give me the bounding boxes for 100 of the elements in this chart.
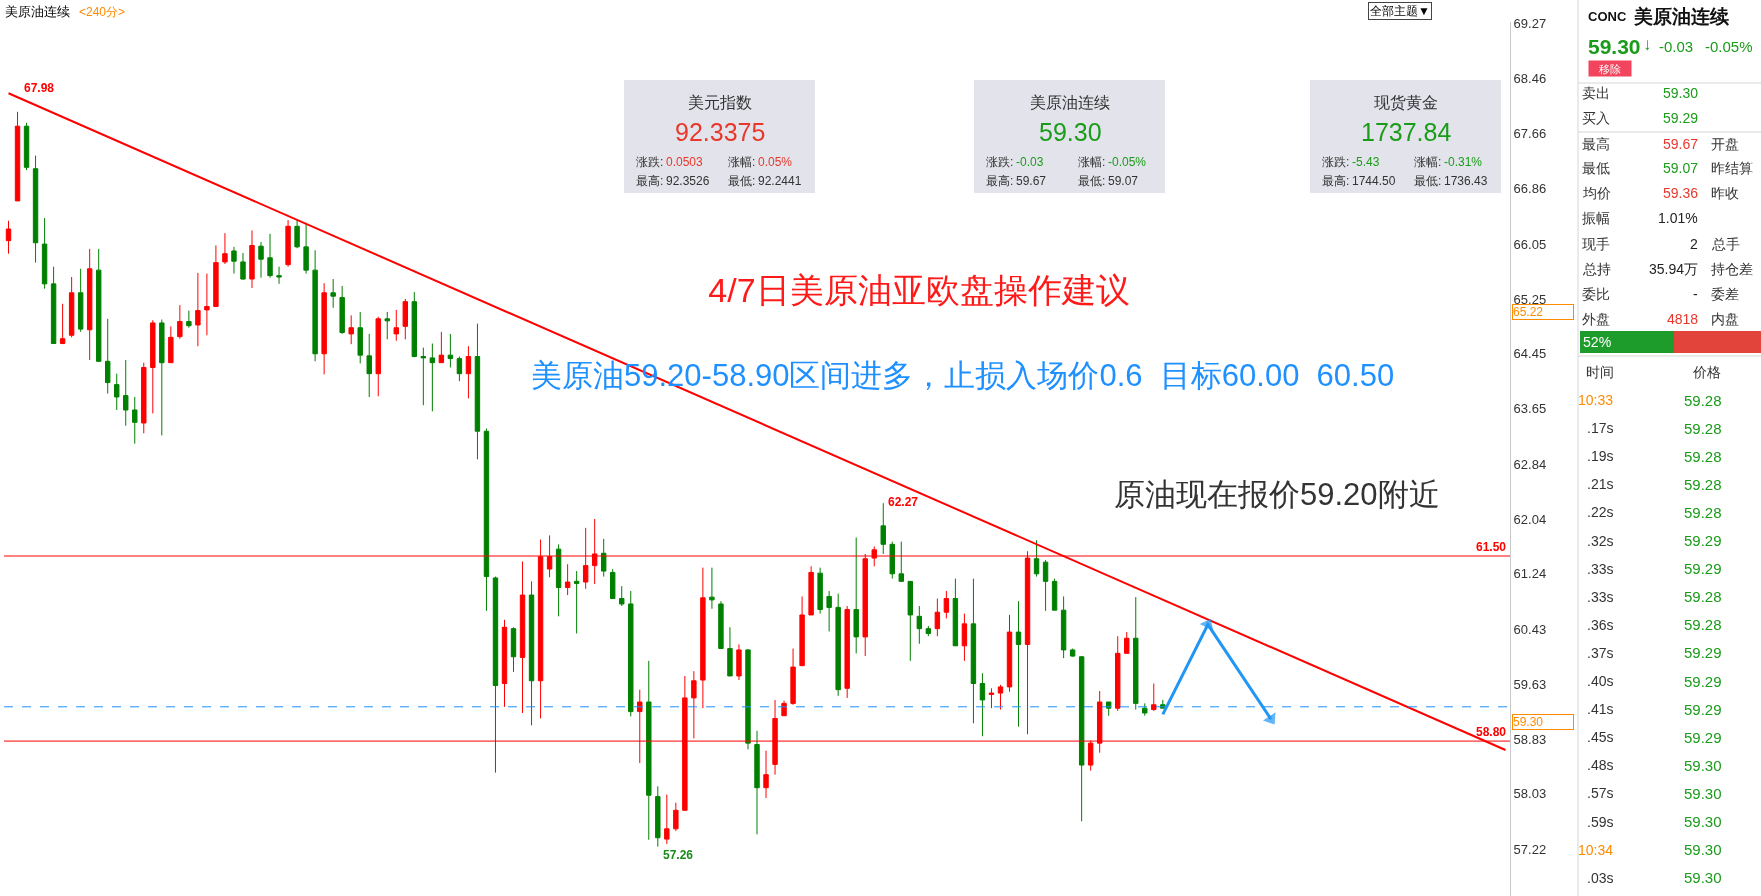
annotation: -0.03 (1016, 155, 1044, 169)
text: 59.28 (1684, 616, 1722, 633)
annotation: 美元指数 (688, 94, 752, 111)
text: 均价 (1582, 185, 1611, 201)
text: 59.29 (1684, 673, 1722, 690)
text: 委差 (1711, 286, 1739, 302)
text: 59.28 (1684, 476, 1722, 493)
ref-line-label: 58.80 (1476, 725, 1507, 739)
text: 59.28 (1684, 504, 1722, 521)
text: -0.05% (1705, 38, 1753, 55)
text: 10:34 (1578, 842, 1614, 858)
annotation: 59.07 (1108, 174, 1139, 188)
text: 59.28 (1684, 588, 1722, 605)
data-label: 52% (1583, 334, 1612, 351)
text: .22s (1587, 504, 1614, 520)
text: 59.29 (1684, 729, 1722, 746)
text: 59.30 (1588, 35, 1641, 58)
text: .03s (1587, 870, 1614, 886)
y-tick-label: 61.24 (1513, 566, 1547, 582)
text: 移除 (1599, 62, 1621, 75)
annotation: 涨幅: (1414, 155, 1442, 169)
text: .32s (1587, 533, 1614, 549)
y-tick-label: 65.25 (1513, 291, 1547, 307)
text: .41s (1587, 701, 1614, 717)
annotation: -5.43 (1352, 155, 1380, 169)
text: 59.28 (1684, 420, 1722, 437)
y-tick-label: 66.86 (1513, 181, 1547, 197)
text: 65.22 (1513, 305, 1544, 319)
annotation: 1737.84 (1361, 118, 1452, 146)
ref-line-label: 59.30 (1513, 715, 1544, 729)
text: 价格 (1692, 364, 1721, 380)
annotation: 57.26 (663, 848, 694, 862)
y-tick-label: 62.04 (1513, 511, 1547, 527)
text: .33s (1587, 589, 1614, 605)
text: 持仓差 (1711, 261, 1753, 277)
text: .19s (1587, 448, 1614, 464)
annotation: -0.31% (1444, 155, 1483, 169)
text: 59.29 (1684, 560, 1722, 577)
text: 59.29 (1684, 701, 1722, 718)
text: 59.29 (1684, 644, 1722, 661)
text: 外盘 (1582, 311, 1610, 327)
text: 59.30 (1684, 841, 1722, 858)
text: 最高 (1582, 136, 1610, 152)
text: 总手 (1711, 236, 1740, 252)
annotation: 涨跌: (1322, 155, 1350, 169)
annotation: 美原油连续 (1030, 94, 1110, 111)
annotation: 最低: (728, 174, 756, 188)
annotation: -0.05% (1108, 155, 1147, 169)
text: 买入 (1582, 110, 1610, 126)
text: .37s (1587, 645, 1614, 661)
annotation: 涨跌: (986, 155, 1014, 169)
y-tick-label: 68.46 (1513, 71, 1547, 87)
annotation: 最高: (1322, 174, 1350, 188)
y-tick-label: 60.43 (1513, 621, 1547, 637)
text: -0.03 (1659, 38, 1694, 55)
annotation: 67.98 (24, 81, 55, 95)
text: .36s (1587, 617, 1614, 633)
y-tick-label: 67.66 (1513, 126, 1547, 142)
text: 内盘 (1711, 311, 1739, 327)
text: .40s (1587, 673, 1614, 689)
annotation: 0.05% (758, 155, 793, 169)
text: 振幅 (1582, 210, 1610, 226)
text: 4/7日美原油亚欧盘操作建议 (708, 270, 1130, 309)
text: 卖出 (1582, 85, 1610, 101)
text: .21s (1587, 476, 1614, 492)
text: 开盘 (1711, 136, 1739, 152)
y-tick-label: 63.65 (1513, 401, 1547, 417)
annotation: 原油现在报价59.20附近 (1114, 477, 1440, 512)
text: 59.30 (1684, 757, 1722, 774)
text: CONC (1588, 9, 1627, 24)
text: <240分> (79, 5, 126, 19)
annotation: 59.30 (1039, 118, 1102, 146)
y-tick-label: 58.03 (1513, 786, 1547, 802)
annotation: 涨幅: (728, 155, 756, 169)
annotation: 最低: (1414, 174, 1442, 188)
annotation: 1736.43 (1444, 174, 1488, 188)
text: 59.30 (1684, 869, 1722, 886)
text: 59.07 (1663, 160, 1699, 176)
text: 全部主题▼ (1370, 4, 1430, 18)
annotation: 62.27 (888, 495, 919, 509)
text: .59s (1587, 814, 1614, 830)
y-tick-label: 62.84 (1513, 456, 1547, 472)
text: 1.01% (1658, 210, 1698, 226)
text: .57s (1587, 785, 1614, 801)
annotation: 59.67 (1016, 174, 1047, 188)
annotation: 92.2441 (758, 174, 802, 188)
text: 最低 (1582, 160, 1610, 176)
text: 总持 (1582, 261, 1611, 277)
text: .45s (1587, 729, 1614, 745)
text: 59.28 (1684, 448, 1722, 465)
y-tick-label: 57.22 (1513, 841, 1547, 857)
text: .48s (1587, 757, 1614, 773)
text: 59.29 (1663, 110, 1699, 126)
text: 59.67 (1663, 136, 1699, 152)
text: - (1693, 286, 1698, 302)
text: .17s (1587, 420, 1614, 436)
y-tick-label: 64.45 (1513, 346, 1547, 362)
text: 10:33 (1578, 392, 1614, 408)
annotation: 最低: (1078, 174, 1106, 188)
text: ↓ (1643, 35, 1652, 54)
